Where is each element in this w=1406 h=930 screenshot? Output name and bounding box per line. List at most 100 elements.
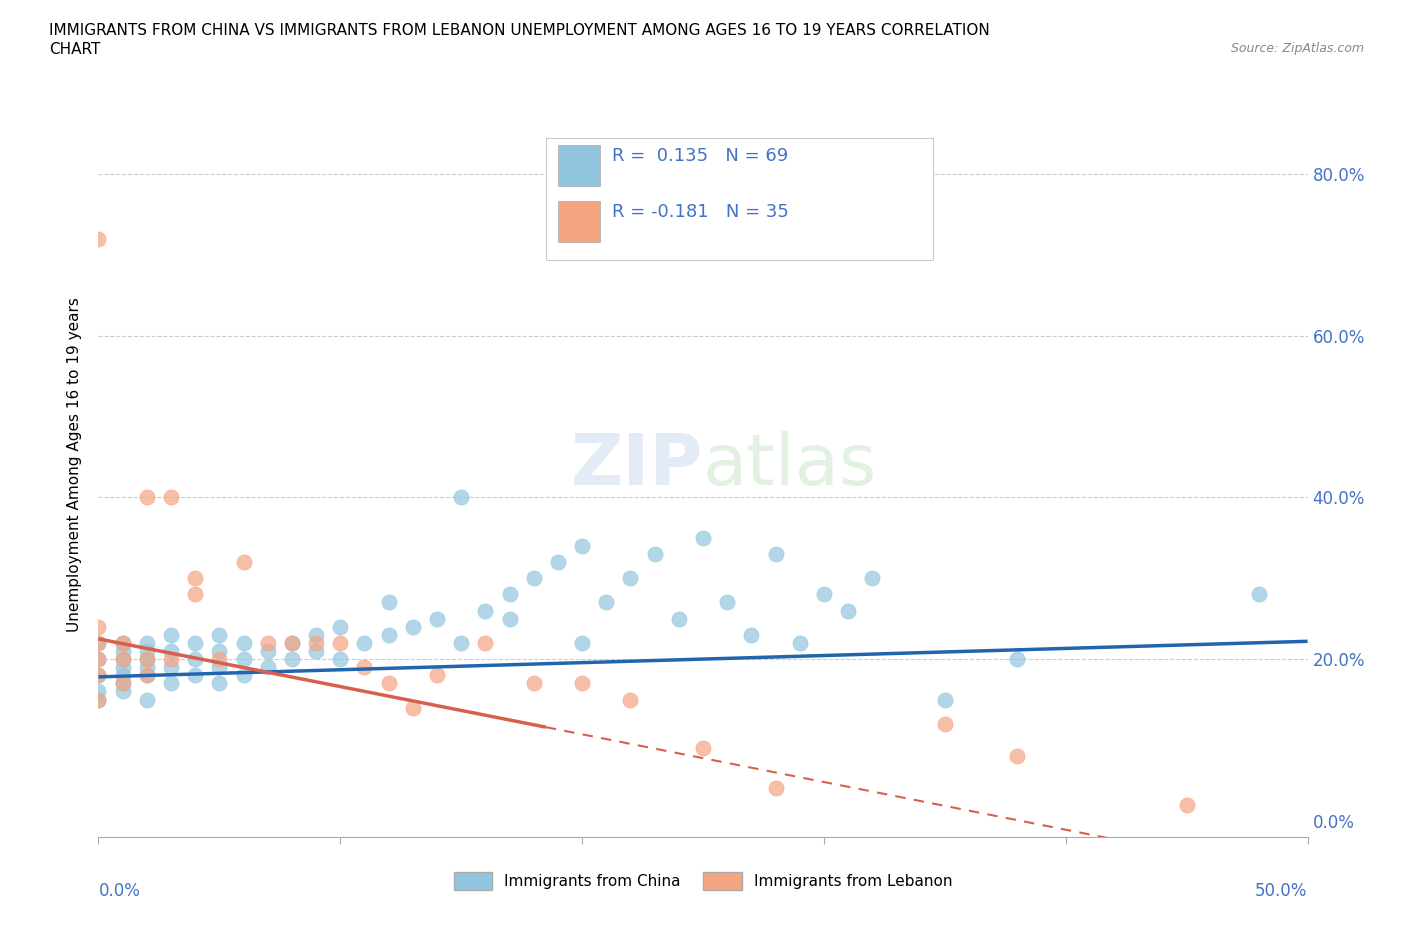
Text: R =  0.135   N = 69: R = 0.135 N = 69: [613, 147, 789, 166]
Point: [571, 635, 593, 650]
Point: [402, 700, 425, 715]
Point: [87, 684, 110, 698]
Point: [426, 611, 449, 626]
Point: [692, 740, 714, 755]
Point: [160, 490, 183, 505]
Point: [692, 530, 714, 545]
Point: [765, 547, 787, 562]
Point: [184, 668, 207, 683]
Point: [111, 652, 134, 667]
Point: [716, 595, 738, 610]
Point: [160, 676, 183, 691]
Point: [87, 619, 110, 634]
Point: [934, 692, 956, 707]
Point: [111, 652, 134, 667]
Point: [232, 652, 254, 667]
Point: [111, 659, 134, 674]
Point: [571, 538, 593, 553]
Point: [305, 628, 328, 643]
Point: [208, 659, 231, 674]
Text: CHART: CHART: [49, 42, 101, 57]
Point: [474, 635, 496, 650]
Point: [329, 619, 352, 634]
Point: [87, 668, 110, 683]
Point: [160, 644, 183, 658]
Point: [87, 692, 110, 707]
Point: [135, 668, 157, 683]
Point: [111, 676, 134, 691]
Point: [860, 571, 883, 586]
Point: [1249, 587, 1271, 602]
Text: atlas: atlas: [703, 431, 877, 499]
Point: [329, 652, 352, 667]
Point: [1007, 749, 1029, 764]
Point: [111, 644, 134, 658]
Point: [208, 676, 231, 691]
Point: [208, 628, 231, 643]
Legend: Immigrants from China, Immigrants from Lebanon: Immigrants from China, Immigrants from L…: [447, 866, 959, 897]
Point: [135, 652, 157, 667]
Point: [256, 644, 278, 658]
Point: [111, 668, 134, 683]
Text: ZIP: ZIP: [571, 431, 703, 499]
Point: [740, 628, 762, 643]
Point: [87, 635, 110, 650]
Point: [111, 635, 134, 650]
Point: [765, 781, 787, 796]
Point: [281, 635, 304, 650]
Point: [402, 619, 425, 634]
Point: [256, 659, 278, 674]
Point: [135, 668, 157, 683]
Point: [232, 668, 254, 683]
Point: [160, 652, 183, 667]
Point: [498, 611, 520, 626]
Point: [256, 635, 278, 650]
Point: [87, 652, 110, 667]
Point: [813, 587, 835, 602]
Point: [87, 232, 110, 246]
Point: [498, 587, 520, 602]
Text: IMMIGRANTS FROM CHINA VS IMMIGRANTS FROM LEBANON UNEMPLOYMENT AMONG AGES 16 TO 1: IMMIGRANTS FROM CHINA VS IMMIGRANTS FROM…: [49, 23, 990, 38]
Point: [135, 692, 157, 707]
Point: [87, 652, 110, 667]
FancyBboxPatch shape: [558, 201, 600, 242]
Text: R = -0.181   N = 35: R = -0.181 N = 35: [613, 203, 789, 221]
Point: [523, 676, 546, 691]
FancyBboxPatch shape: [546, 138, 932, 260]
Point: [789, 635, 811, 650]
Point: [184, 652, 207, 667]
Point: [135, 635, 157, 650]
Point: [1175, 797, 1198, 812]
Point: [184, 571, 207, 586]
Point: [111, 684, 134, 698]
Point: [595, 595, 617, 610]
Point: [1007, 652, 1029, 667]
Point: [377, 595, 399, 610]
Point: [87, 635, 110, 650]
Point: [232, 635, 254, 650]
Point: [934, 716, 956, 731]
Point: [184, 587, 207, 602]
Point: [619, 692, 641, 707]
Point: [135, 490, 157, 505]
Point: [377, 628, 399, 643]
Point: [184, 635, 207, 650]
Point: [353, 659, 375, 674]
Point: [450, 635, 472, 650]
Point: [135, 652, 157, 667]
Text: Source: ZipAtlas.com: Source: ZipAtlas.com: [1230, 42, 1364, 55]
Point: [281, 635, 304, 650]
Point: [353, 635, 375, 650]
Point: [305, 635, 328, 650]
Point: [547, 554, 569, 569]
Point: [571, 676, 593, 691]
Point: [232, 554, 254, 569]
Point: [281, 652, 304, 667]
Point: [111, 676, 134, 691]
Point: [87, 692, 110, 707]
Point: [135, 644, 157, 658]
Point: [450, 490, 472, 505]
Point: [668, 611, 690, 626]
Y-axis label: Unemployment Among Ages 16 to 19 years: Unemployment Among Ages 16 to 19 years: [67, 298, 83, 632]
Point: [837, 604, 859, 618]
